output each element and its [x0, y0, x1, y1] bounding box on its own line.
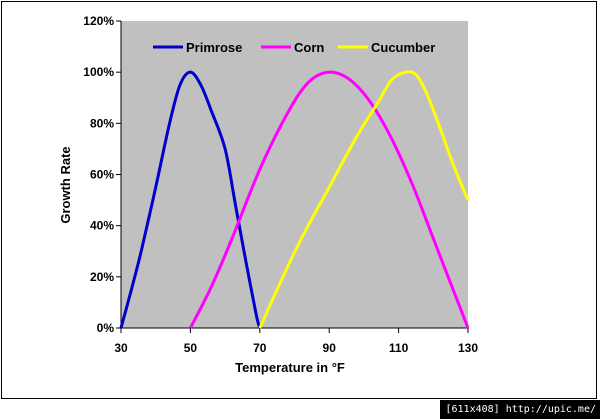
x-tick-label: 50 — [184, 341, 198, 355]
series-line-corn — [189, 70, 470, 329]
watermark-text: [611x408] http://upic.me/ — [440, 400, 600, 419]
series-layer — [119, 70, 470, 329]
legend: Primrose Corn Cucumber — [153, 40, 435, 55]
legend-label-primrose: Primrose — [186, 40, 242, 55]
x-tick-label: 90 — [323, 341, 337, 355]
x-tick-label: 130 — [458, 341, 478, 355]
y-tick-label: 0% — [97, 321, 115, 335]
x-axis-title: Temperature in °F — [235, 360, 345, 375]
y-tick-label: 60% — [90, 168, 114, 182]
legend-label-cucumber: Cucumber — [371, 40, 435, 55]
legend-label-corn: Corn — [294, 40, 324, 55]
y-tick-label: 80% — [90, 116, 114, 130]
x-tick-label: 70 — [253, 341, 267, 355]
series-line-primrose — [119, 70, 262, 329]
y-tick-label: 100% — [83, 65, 114, 79]
series-line-cucumber — [258, 70, 470, 329]
x-tick-label: 30 — [114, 341, 128, 355]
plot-area — [121, 21, 468, 328]
chart-frame — [1, 1, 597, 399]
y-tick-label: 40% — [90, 219, 114, 233]
y-tick-label: 120% — [83, 14, 114, 28]
line-chart: 0% 20% 40% 60% 80% 100% 120% 30 50 70 90 110 130 Tem… — [58, 14, 478, 375]
tick-layer: 0% 20% 40% 60% 80% 100% 120% 30 50 70 90 110 130 — [83, 14, 478, 355]
y-axis-title: Growth Rate — [58, 146, 73, 223]
x-tick-label: 110 — [389, 341, 409, 355]
y-tick-label: 20% — [90, 270, 114, 284]
